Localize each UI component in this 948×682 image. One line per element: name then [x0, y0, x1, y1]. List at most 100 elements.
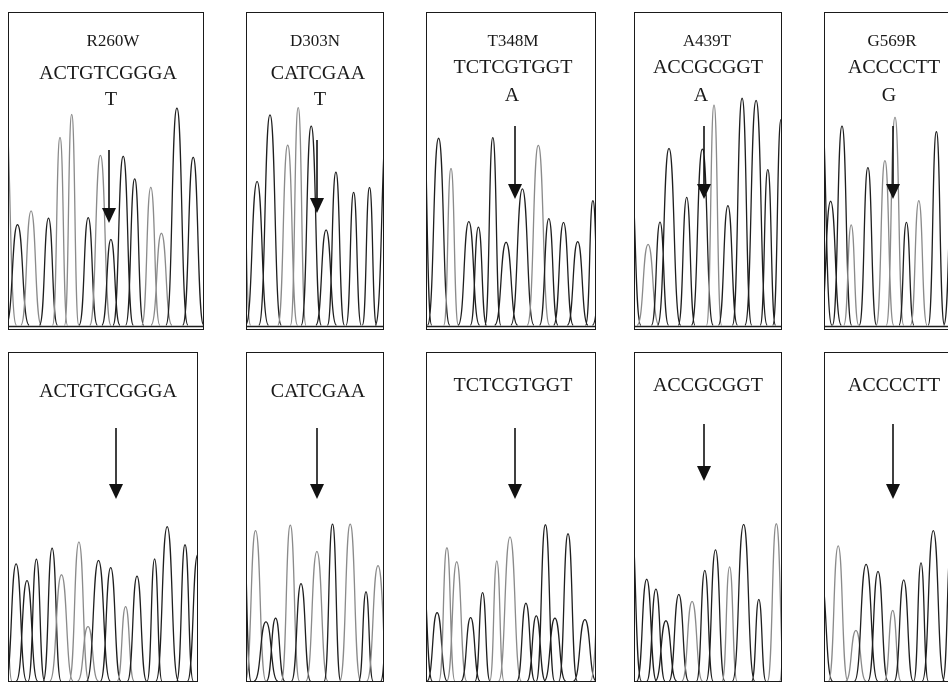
chromatogram-peak	[566, 241, 589, 326]
down-arrow-icon	[310, 428, 324, 499]
chromatogram-peak	[141, 186, 161, 326]
wildtype-panel-g569r	[824, 352, 948, 682]
chromatogram-peak	[921, 529, 946, 681]
chromatogram-peak	[125, 178, 145, 326]
chromatogram-peak	[772, 118, 781, 326]
mutant-panel-t348m	[426, 12, 596, 330]
chromatogram-peak	[635, 556, 643, 681]
chromatogram-peak	[474, 591, 491, 681]
wildtype-sequence-label: ACCGCGGT	[652, 374, 763, 396]
chromatogram-peak	[469, 226, 488, 326]
wildtype-panel-a439t	[634, 352, 782, 682]
chromatogram-trace	[427, 136, 595, 328]
chromatogram-peak	[358, 591, 374, 681]
chromatogram-peak	[766, 523, 781, 681]
wildtype-sequence-label: CATCGAA	[270, 380, 366, 402]
chromatogram-peak	[875, 159, 895, 326]
chromatogram-peak	[589, 634, 595, 681]
chromatogram-peak	[591, 314, 595, 326]
peak-group	[635, 523, 781, 681]
chromatogram-peak	[893, 579, 914, 681]
chromatogram-peak	[126, 575, 148, 681]
down-arrow-icon	[886, 126, 900, 199]
chromatogram-peak	[845, 629, 867, 681]
chromatogram-peak	[68, 541, 90, 681]
chromatogram-peak	[909, 200, 928, 326]
chromatogram-peak	[427, 612, 448, 681]
chromatogram-peak	[457, 220, 481, 326]
chromatogram-peak	[825, 147, 833, 326]
chromatogram-peak	[300, 125, 322, 326]
down-arrow-icon	[697, 126, 711, 199]
mutation-label: G569R	[867, 31, 917, 50]
chromatogram-peak	[326, 171, 346, 326]
mutant-sequence-label: ACTGTCGGGA	[39, 62, 177, 84]
chromatogram-peak	[510, 188, 535, 326]
chromatogram-peak	[446, 561, 468, 681]
chromatogram-peak	[721, 566, 738, 681]
chromatogram-peak	[427, 179, 433, 326]
chromatogram-peak	[155, 526, 180, 681]
peak-group	[427, 524, 595, 681]
mutant-panel-r260w	[8, 12, 204, 330]
peak-group	[635, 97, 781, 328]
mutant-sequence-label: CATCGAA	[270, 62, 366, 84]
substituted-base-label: A	[504, 84, 520, 106]
peak-group	[9, 526, 197, 681]
chromatogram-peak	[825, 596, 834, 681]
mutation-label: T348M	[487, 31, 539, 50]
chromatogram-peak	[247, 180, 270, 326]
chromatogram-peak	[38, 217, 59, 326]
chromatogram-peak	[258, 114, 282, 326]
substituted-base-label: T	[313, 88, 327, 110]
chromatogram-peak	[681, 600, 704, 681]
mutation-label: A439T	[682, 31, 732, 50]
wildtype-sequence-label: ACTGTCGGGA	[39, 380, 177, 402]
chromatogram-peak	[484, 136, 502, 326]
chromatogram-peak	[49, 574, 74, 681]
chromatogram-peak	[76, 625, 100, 681]
chromatogram-peak	[182, 156, 203, 326]
chromatogram-peak	[9, 563, 28, 681]
chromatogram-peak	[759, 168, 777, 326]
chromatogram-trace	[635, 97, 781, 328]
chromatogram-peak	[374, 158, 383, 326]
chromatogram-peak	[289, 106, 307, 326]
chromatogram-peak	[85, 559, 111, 681]
chromatogram-peak	[305, 550, 329, 681]
chromatogram-peak	[885, 116, 905, 326]
chromatogram-peak	[15, 579, 39, 681]
chromatogram-peak	[63, 113, 80, 326]
chromatogram-peak	[201, 322, 203, 326]
chromatogram-peak	[538, 218, 559, 326]
wildtype-sequence-label: ACCCCTT	[847, 374, 941, 396]
chromatogram-peak	[427, 137, 451, 326]
chromatogram-peak	[165, 107, 189, 326]
chromatogram-peak	[489, 560, 505, 681]
down-arrow-icon	[102, 150, 116, 223]
chromatogram-peak	[99, 566, 122, 681]
chromatogram-peak	[339, 523, 362, 681]
chromatogram-peak	[146, 558, 163, 681]
chromatogram-peak	[825, 200, 842, 326]
chromatogram-peak	[535, 524, 556, 681]
chromatogram-peak	[677, 196, 696, 326]
chromatogram-peak	[253, 621, 279, 681]
chromatogram-peak	[831, 125, 853, 326]
chromatogram-peak	[20, 210, 42, 326]
chromatogram-peak	[443, 167, 460, 326]
mutant-sequence-label: TCTCGTGGT	[453, 56, 573, 78]
substituted-base-label: T	[104, 88, 118, 110]
chromatogram-peak	[668, 593, 690, 681]
peak-group	[427, 136, 595, 328]
chromatogram-peak	[650, 221, 670, 326]
down-arrow-icon	[109, 428, 123, 499]
chromatogram-peak	[731, 523, 756, 681]
mutant-sequence-label: ACCCCTT	[847, 56, 941, 78]
peak-group	[247, 523, 383, 681]
chromatogram-peak	[705, 104, 723, 326]
down-arrow-icon	[310, 140, 324, 213]
chromatogram-peak	[635, 217, 642, 326]
down-arrow-icon	[886, 424, 900, 499]
chromatogram-peak	[646, 588, 666, 681]
